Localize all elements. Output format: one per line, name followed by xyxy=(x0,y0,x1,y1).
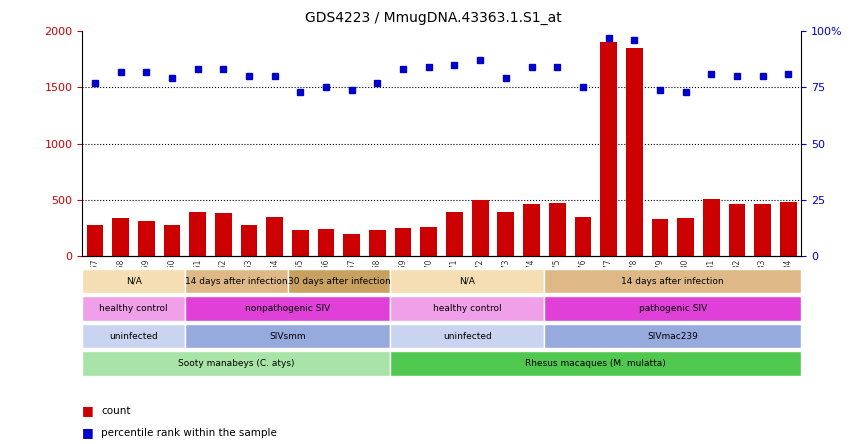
Bar xyxy=(677,218,694,256)
Bar xyxy=(391,296,545,321)
Text: SIVsmm: SIVsmm xyxy=(269,332,306,341)
Bar xyxy=(545,269,801,293)
Text: count: count xyxy=(101,406,131,416)
Bar xyxy=(523,204,540,256)
Bar xyxy=(472,201,488,256)
Bar xyxy=(82,351,391,376)
Text: pathogenic SIV: pathogenic SIV xyxy=(638,304,707,313)
Bar xyxy=(185,324,391,349)
Bar xyxy=(391,269,545,293)
Bar xyxy=(87,225,103,256)
Bar xyxy=(164,225,180,256)
Bar xyxy=(369,230,386,256)
Bar xyxy=(703,199,720,256)
Text: Rhesus macaques (M. mulatta): Rhesus macaques (M. mulatta) xyxy=(526,359,666,368)
Bar xyxy=(391,351,801,376)
Text: ■: ■ xyxy=(82,404,94,417)
Bar xyxy=(318,229,334,256)
Bar xyxy=(780,202,797,256)
Text: 30 days after infection: 30 days after infection xyxy=(288,277,391,285)
Text: ■: ■ xyxy=(82,426,94,440)
Bar xyxy=(545,296,801,321)
Bar xyxy=(497,212,514,256)
Text: SIVmac239: SIVmac239 xyxy=(647,332,698,341)
Text: 14 days after infection: 14 days after infection xyxy=(622,277,724,285)
Text: N/A: N/A xyxy=(459,277,475,285)
Bar xyxy=(391,324,545,349)
Bar xyxy=(626,48,643,256)
Bar xyxy=(82,296,185,321)
Bar xyxy=(288,269,391,293)
Bar xyxy=(421,227,437,256)
Text: Sooty manabeys (C. atys): Sooty manabeys (C. atys) xyxy=(178,359,294,368)
Bar xyxy=(241,225,257,256)
Bar xyxy=(113,218,129,256)
Bar xyxy=(574,217,591,256)
Bar xyxy=(82,269,185,293)
Bar xyxy=(185,269,288,293)
Text: percentile rank within the sample: percentile rank within the sample xyxy=(101,428,277,438)
Text: uninfected: uninfected xyxy=(443,332,492,341)
Bar xyxy=(395,228,411,256)
Bar xyxy=(215,214,232,256)
Bar xyxy=(446,212,462,256)
Text: healthy control: healthy control xyxy=(100,304,168,313)
Bar xyxy=(344,234,360,256)
Bar xyxy=(600,42,617,256)
Bar xyxy=(185,296,391,321)
Text: GDS4223 / MmugDNA.43363.1.S1_at: GDS4223 / MmugDNA.43363.1.S1_at xyxy=(305,11,561,25)
Bar xyxy=(138,221,155,256)
Bar xyxy=(549,203,565,256)
Bar xyxy=(292,230,309,256)
Bar xyxy=(728,204,746,256)
Bar xyxy=(267,218,283,256)
Text: healthy control: healthy control xyxy=(433,304,501,313)
Bar xyxy=(545,324,801,349)
Bar xyxy=(82,324,185,349)
Bar xyxy=(651,219,669,256)
Bar xyxy=(190,212,206,256)
Text: 14 days after infection: 14 days after infection xyxy=(185,277,288,285)
Bar xyxy=(754,204,771,256)
Text: uninfected: uninfected xyxy=(109,332,158,341)
Text: N/A: N/A xyxy=(126,277,141,285)
Text: nonpathogenic SIV: nonpathogenic SIV xyxy=(245,304,330,313)
